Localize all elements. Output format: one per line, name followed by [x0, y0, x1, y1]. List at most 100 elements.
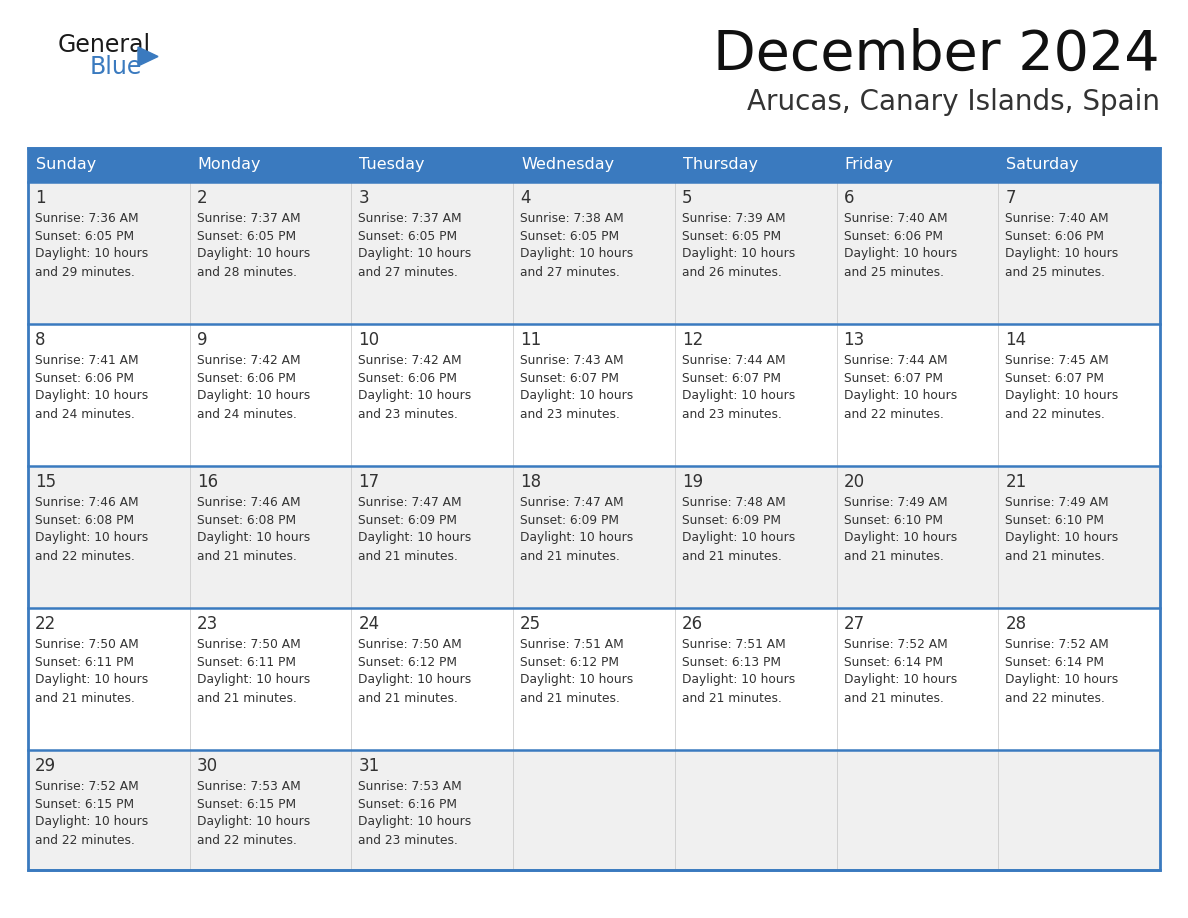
Text: and 24 minutes.: and 24 minutes.	[34, 408, 135, 420]
Bar	[352, 182, 513, 324]
Text: Sunrise: 7:48 AM: Sunrise: 7:48 AM	[682, 496, 785, 509]
Text: and 21 minutes.: and 21 minutes.	[520, 550, 620, 563]
Text: 26: 26	[682, 615, 703, 633]
Text: Daylight: 10 hours: Daylight: 10 hours	[359, 389, 472, 402]
Text: Sunrise: 7:46 AM: Sunrise: 7:46 AM	[34, 496, 139, 509]
Text: Daylight: 10 hours: Daylight: 10 hours	[843, 389, 956, 402]
Text: Sunset: 6:05 PM: Sunset: 6:05 PM	[359, 230, 457, 242]
Bar	[675, 608, 836, 750]
Text: 29: 29	[34, 757, 56, 775]
Text: 17: 17	[359, 473, 379, 491]
Bar	[998, 750, 1159, 870]
Text: Sunrise: 7:49 AM: Sunrise: 7:49 AM	[843, 496, 947, 509]
Text: Sunset: 6:09 PM: Sunset: 6:09 PM	[520, 513, 619, 527]
Bar	[836, 182, 998, 324]
Text: Daylight: 10 hours: Daylight: 10 hours	[1005, 389, 1119, 402]
Text: and 21 minutes.: and 21 minutes.	[359, 691, 459, 704]
Text: Sunrise: 7:41 AM: Sunrise: 7:41 AM	[34, 353, 139, 366]
Text: Sunset: 6:05 PM: Sunset: 6:05 PM	[682, 230, 781, 242]
Text: Daylight: 10 hours: Daylight: 10 hours	[682, 389, 795, 402]
Text: Daylight: 10 hours: Daylight: 10 hours	[843, 532, 956, 544]
Text: Sunday: Sunday	[36, 158, 96, 173]
Text: December 2024: December 2024	[713, 28, 1159, 82]
Bar	[675, 466, 836, 608]
Text: 9: 9	[197, 331, 207, 349]
Text: Sunrise: 7:42 AM: Sunrise: 7:42 AM	[197, 353, 301, 366]
Bar	[675, 324, 836, 466]
Text: Blue: Blue	[90, 55, 143, 79]
Text: Sunset: 6:08 PM: Sunset: 6:08 PM	[197, 513, 296, 527]
Text: and 27 minutes.: and 27 minutes.	[359, 265, 459, 278]
Bar	[190, 148, 352, 182]
Bar	[190, 466, 352, 608]
Text: Daylight: 10 hours: Daylight: 10 hours	[843, 248, 956, 261]
Text: 12: 12	[682, 331, 703, 349]
Text: Daylight: 10 hours: Daylight: 10 hours	[197, 674, 310, 687]
Bar	[29, 182, 190, 324]
Text: Sunrise: 7:44 AM: Sunrise: 7:44 AM	[682, 353, 785, 366]
Text: and 22 minutes.: and 22 minutes.	[34, 834, 135, 846]
Bar	[998, 324, 1159, 466]
Text: Sunset: 6:12 PM: Sunset: 6:12 PM	[359, 655, 457, 668]
Text: Sunrise: 7:46 AM: Sunrise: 7:46 AM	[197, 496, 301, 509]
Text: Saturday: Saturday	[1006, 158, 1079, 173]
Text: Sunset: 6:09 PM: Sunset: 6:09 PM	[359, 513, 457, 527]
Text: Sunset: 6:12 PM: Sunset: 6:12 PM	[520, 655, 619, 668]
Bar	[513, 324, 675, 466]
Bar	[29, 466, 190, 608]
Text: 18: 18	[520, 473, 542, 491]
Bar	[836, 324, 998, 466]
Text: Sunrise: 7:53 AM: Sunrise: 7:53 AM	[359, 779, 462, 792]
Text: Sunset: 6:13 PM: Sunset: 6:13 PM	[682, 655, 781, 668]
Text: Sunset: 6:09 PM: Sunset: 6:09 PM	[682, 513, 781, 527]
Text: Sunset: 6:07 PM: Sunset: 6:07 PM	[843, 372, 942, 385]
Text: 30: 30	[197, 757, 217, 775]
Text: and 21 minutes.: and 21 minutes.	[843, 691, 943, 704]
Bar	[675, 750, 836, 870]
Text: and 21 minutes.: and 21 minutes.	[359, 550, 459, 563]
Text: Daylight: 10 hours: Daylight: 10 hours	[520, 532, 633, 544]
Text: and 23 minutes.: and 23 minutes.	[359, 408, 459, 420]
Bar	[836, 148, 998, 182]
Text: Daylight: 10 hours: Daylight: 10 hours	[682, 248, 795, 261]
Text: Sunrise: 7:44 AM: Sunrise: 7:44 AM	[843, 353, 947, 366]
Text: Sunrise: 7:52 AM: Sunrise: 7:52 AM	[843, 637, 947, 651]
Text: Sunset: 6:10 PM: Sunset: 6:10 PM	[843, 513, 942, 527]
Text: Daylight: 10 hours: Daylight: 10 hours	[197, 532, 310, 544]
Text: 24: 24	[359, 615, 379, 633]
Text: Thursday: Thursday	[683, 158, 758, 173]
Text: and 29 minutes.: and 29 minutes.	[34, 265, 135, 278]
Text: and 22 minutes.: and 22 minutes.	[1005, 691, 1105, 704]
Text: Sunrise: 7:49 AM: Sunrise: 7:49 AM	[1005, 496, 1108, 509]
Text: and 22 minutes.: and 22 minutes.	[843, 408, 943, 420]
Text: Sunrise: 7:50 AM: Sunrise: 7:50 AM	[359, 637, 462, 651]
Bar	[513, 608, 675, 750]
Text: Arucas, Canary Islands, Spain: Arucas, Canary Islands, Spain	[747, 88, 1159, 116]
Text: Sunset: 6:05 PM: Sunset: 6:05 PM	[197, 230, 296, 242]
Text: Sunset: 6:11 PM: Sunset: 6:11 PM	[34, 655, 134, 668]
Text: Sunrise: 7:47 AM: Sunrise: 7:47 AM	[359, 496, 462, 509]
Text: Sunrise: 7:52 AM: Sunrise: 7:52 AM	[34, 779, 139, 792]
Text: 22: 22	[34, 615, 56, 633]
Text: Sunset: 6:07 PM: Sunset: 6:07 PM	[682, 372, 781, 385]
Text: Daylight: 10 hours: Daylight: 10 hours	[34, 248, 148, 261]
Text: Daylight: 10 hours: Daylight: 10 hours	[197, 389, 310, 402]
Text: Sunrise: 7:50 AM: Sunrise: 7:50 AM	[197, 637, 301, 651]
Text: Daylight: 10 hours: Daylight: 10 hours	[520, 674, 633, 687]
Text: Sunset: 6:06 PM: Sunset: 6:06 PM	[34, 372, 134, 385]
Text: Sunset: 6:11 PM: Sunset: 6:11 PM	[197, 655, 296, 668]
Text: Sunrise: 7:52 AM: Sunrise: 7:52 AM	[1005, 637, 1110, 651]
Text: 11: 11	[520, 331, 542, 349]
Text: Daylight: 10 hours: Daylight: 10 hours	[843, 674, 956, 687]
Bar	[29, 324, 190, 466]
Text: 2: 2	[197, 189, 208, 207]
Bar	[352, 324, 513, 466]
Text: and 21 minutes.: and 21 minutes.	[197, 691, 297, 704]
Text: Daylight: 10 hours: Daylight: 10 hours	[34, 815, 148, 829]
Text: Sunset: 6:06 PM: Sunset: 6:06 PM	[197, 372, 296, 385]
Text: and 22 minutes.: and 22 minutes.	[197, 834, 297, 846]
Text: 25: 25	[520, 615, 542, 633]
Text: Wednesday: Wednesday	[522, 158, 614, 173]
Text: Daylight: 10 hours: Daylight: 10 hours	[1005, 532, 1119, 544]
Bar	[998, 466, 1159, 608]
